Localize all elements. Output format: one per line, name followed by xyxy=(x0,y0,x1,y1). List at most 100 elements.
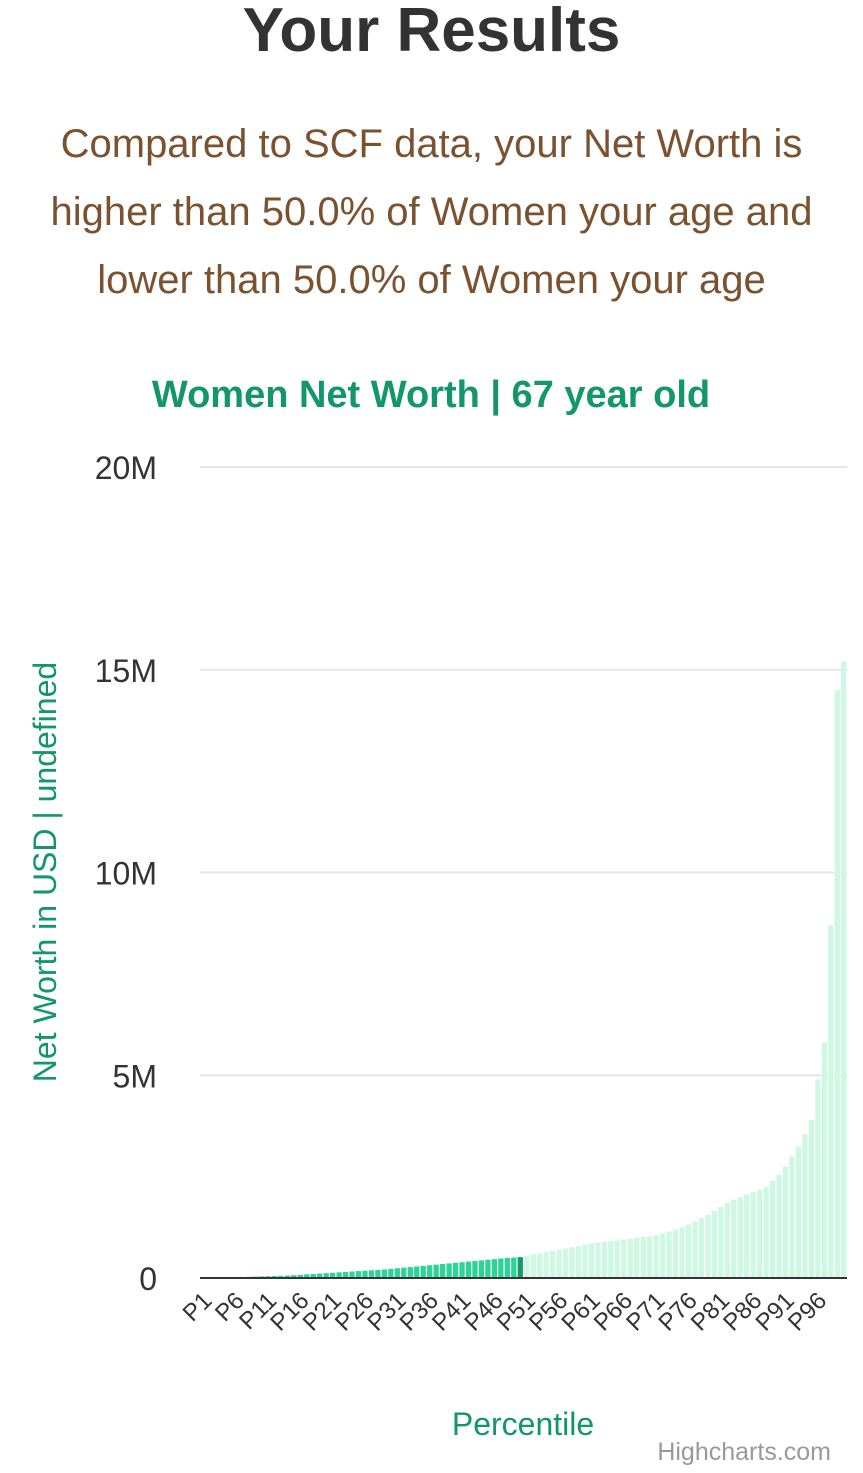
bar-p29[interactable] xyxy=(381,1269,388,1278)
bar-p94[interactable] xyxy=(802,1134,808,1278)
bar-p92[interactable] xyxy=(789,1156,795,1278)
bar-p79[interactable] xyxy=(705,1214,711,1278)
bar-p49[interactable] xyxy=(511,1257,517,1278)
bar-p89[interactable] xyxy=(769,1180,776,1278)
bar-p77[interactable] xyxy=(692,1221,698,1278)
bar-p99[interactable] xyxy=(834,690,840,1278)
bar-p69[interactable] xyxy=(640,1237,646,1278)
bar-p26[interactable] xyxy=(362,1270,368,1278)
bar-p46[interactable] xyxy=(491,1259,498,1278)
bar-p50[interactable] xyxy=(517,1257,523,1278)
bar-p48[interactable] xyxy=(504,1257,510,1278)
bar-p86[interactable] xyxy=(750,1192,756,1278)
bar-p66[interactable] xyxy=(621,1239,627,1278)
bar-p36[interactable] xyxy=(427,1265,433,1278)
y-tick-label: 15M xyxy=(95,653,157,689)
bar-p47[interactable] xyxy=(498,1258,504,1278)
bar-p34[interactable] xyxy=(414,1266,420,1278)
summary-line-3: lower than 50.0% of Women your age xyxy=(97,258,766,302)
bar-p32[interactable] xyxy=(401,1267,407,1278)
bar-p12[interactable] xyxy=(271,1275,278,1278)
bar-p59[interactable] xyxy=(575,1245,582,1278)
bar-p80[interactable] xyxy=(711,1211,718,1278)
bar-p23[interactable] xyxy=(342,1271,349,1278)
bar-p74[interactable] xyxy=(672,1229,679,1278)
bar-p58[interactable] xyxy=(569,1247,575,1278)
bar-p25[interactable] xyxy=(355,1271,362,1278)
bar-p31[interactable] xyxy=(394,1268,400,1278)
bar-p21[interactable] xyxy=(329,1272,336,1278)
bar-p24[interactable] xyxy=(349,1271,355,1278)
bar-p35[interactable] xyxy=(420,1265,426,1278)
y-tick-label: 20M xyxy=(95,450,157,486)
bar-p95[interactable] xyxy=(808,1119,815,1278)
bar-p73[interactable] xyxy=(666,1231,672,1278)
bar-p37[interactable] xyxy=(433,1264,439,1278)
bar-p44[interactable] xyxy=(478,1260,485,1278)
bar-p60[interactable] xyxy=(582,1244,588,1278)
bar-p33[interactable] xyxy=(407,1267,413,1278)
bar-p41[interactable] xyxy=(459,1262,465,1278)
bar-p81[interactable] xyxy=(718,1207,724,1278)
bar-p15[interactable] xyxy=(291,1275,297,1278)
bar-p83[interactable] xyxy=(731,1199,737,1278)
bar-p98[interactable] xyxy=(828,925,834,1278)
bar-p96[interactable] xyxy=(815,1079,821,1278)
bar-p72[interactable] xyxy=(659,1233,666,1278)
bar-p68[interactable] xyxy=(634,1237,640,1278)
bar-p100[interactable] xyxy=(841,661,847,1278)
bar-p30[interactable] xyxy=(388,1268,394,1278)
bar-p70[interactable] xyxy=(647,1236,653,1278)
bar-p43[interactable] xyxy=(472,1260,478,1278)
bar-p42[interactable] xyxy=(465,1261,472,1278)
bar-p65[interactable] xyxy=(614,1240,620,1278)
bar-p97[interactable] xyxy=(821,1042,828,1278)
results-summary: Compared to SCF data, your Net Worth is … xyxy=(0,110,863,314)
chart-bars[interactable] xyxy=(226,661,847,1278)
bar-p20[interactable] xyxy=(323,1273,329,1278)
bar-p56[interactable] xyxy=(556,1249,562,1278)
bar-p62[interactable] xyxy=(595,1242,601,1278)
bar-p39[interactable] xyxy=(446,1263,452,1278)
bar-p53[interactable] xyxy=(537,1253,543,1278)
bar-p13[interactable] xyxy=(278,1275,284,1278)
bar-p18[interactable] xyxy=(310,1273,316,1278)
bar-p55[interactable] xyxy=(549,1250,556,1278)
bar-p64[interactable] xyxy=(608,1241,614,1278)
bar-p22[interactable] xyxy=(336,1272,342,1278)
bar-p45[interactable] xyxy=(485,1259,491,1278)
bar-p27[interactable] xyxy=(368,1270,375,1278)
bar-p57[interactable] xyxy=(562,1248,569,1278)
bar-p16[interactable] xyxy=(297,1274,303,1278)
bar-p28[interactable] xyxy=(375,1269,381,1278)
bar-p71[interactable] xyxy=(653,1235,659,1278)
bar-p87[interactable] xyxy=(757,1189,763,1278)
bar-p17[interactable] xyxy=(304,1274,310,1278)
x-axis-title: Percentile xyxy=(452,1406,594,1442)
bar-p88[interactable] xyxy=(763,1186,769,1278)
y-tick-label: 10M xyxy=(95,856,157,892)
bar-p67[interactable] xyxy=(627,1238,633,1278)
bar-p91[interactable] xyxy=(782,1166,789,1278)
bar-p63[interactable] xyxy=(601,1241,608,1278)
highcharts-credit[interactable]: Highcharts.com xyxy=(657,1438,831,1466)
bar-p76[interactable] xyxy=(685,1224,692,1278)
bar-p90[interactable] xyxy=(776,1174,782,1278)
bar-p52[interactable] xyxy=(530,1254,536,1278)
bar-p61[interactable] xyxy=(588,1243,595,1278)
y-axis-tick-labels: 0 5M 10M 15M 20M xyxy=(95,450,157,1297)
bar-p85[interactable] xyxy=(744,1194,750,1278)
bar-p84[interactable] xyxy=(737,1196,743,1278)
bar-p78[interactable] xyxy=(698,1217,705,1278)
bar-p54[interactable] xyxy=(543,1252,549,1278)
bar-p40[interactable] xyxy=(452,1262,459,1278)
bar-p19[interactable] xyxy=(317,1273,323,1278)
y-tick-label: 5M xyxy=(113,1058,157,1094)
bar-p14[interactable] xyxy=(284,1275,290,1278)
bar-p93[interactable] xyxy=(795,1146,802,1278)
bar-p38[interactable] xyxy=(439,1264,446,1278)
bar-p75[interactable] xyxy=(679,1227,685,1278)
bar-p51[interactable] xyxy=(524,1255,530,1278)
chart-title: Women Net Worth | 67 year old xyxy=(152,374,710,416)
bar-p82[interactable] xyxy=(724,1202,730,1278)
